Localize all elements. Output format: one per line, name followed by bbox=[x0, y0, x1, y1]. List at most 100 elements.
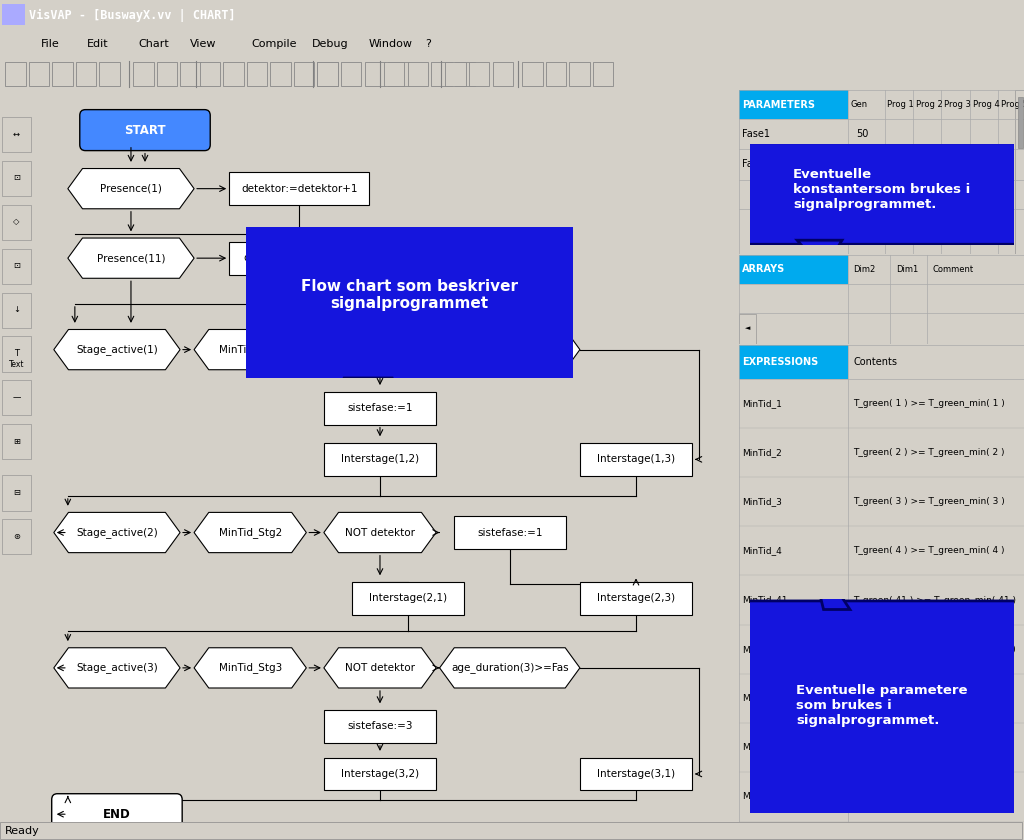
Text: Interstage(1,2): Interstage(1,2) bbox=[341, 454, 419, 465]
Text: View: View bbox=[189, 39, 216, 49]
Text: 5: 5 bbox=[856, 159, 862, 169]
FancyBboxPatch shape bbox=[580, 582, 692, 615]
Polygon shape bbox=[439, 329, 580, 370]
FancyBboxPatch shape bbox=[2, 337, 31, 371]
FancyBboxPatch shape bbox=[2, 381, 31, 416]
Text: Comment: Comment bbox=[933, 265, 974, 274]
FancyBboxPatch shape bbox=[324, 710, 436, 743]
Text: Presence(11): Presence(11) bbox=[96, 253, 165, 263]
FancyBboxPatch shape bbox=[2, 475, 31, 511]
Text: NOT detektor: NOT detektor bbox=[345, 528, 415, 538]
Text: Text: Text bbox=[8, 360, 25, 369]
Text: EXPRESSIONS: EXPRESSIONS bbox=[742, 357, 818, 367]
FancyBboxPatch shape bbox=[341, 62, 361, 86]
FancyBboxPatch shape bbox=[2, 117, 31, 152]
FancyBboxPatch shape bbox=[229, 242, 370, 275]
Text: T_green( 41 ) >= T_green_min( 41 ): T_green( 41 ) >= T_green_min( 41 ) bbox=[853, 596, 1016, 605]
FancyBboxPatch shape bbox=[294, 62, 314, 86]
Text: ⊡: ⊡ bbox=[13, 173, 19, 182]
Text: sistefase:=3: sistefase:=3 bbox=[347, 722, 413, 732]
Text: MinTid_Stg3: MinTid_Stg3 bbox=[742, 792, 797, 801]
Text: Prog 3: Prog 3 bbox=[944, 100, 971, 109]
Polygon shape bbox=[54, 329, 180, 370]
Polygon shape bbox=[324, 329, 436, 370]
Text: Contents: Contents bbox=[853, 357, 897, 367]
Text: VisVAP - [BuswayX.vv | CHART]: VisVAP - [BuswayX.vv | CHART] bbox=[29, 8, 236, 22]
FancyBboxPatch shape bbox=[739, 313, 757, 344]
Text: MinTid_42: MinTid_42 bbox=[742, 645, 787, 654]
FancyBboxPatch shape bbox=[133, 62, 154, 86]
FancyBboxPatch shape bbox=[1019, 97, 1023, 149]
FancyBboxPatch shape bbox=[29, 62, 49, 86]
FancyBboxPatch shape bbox=[229, 172, 370, 205]
Text: MinTid_Stg2: MinTid_Stg2 bbox=[742, 743, 797, 752]
Text: Stage_active(1): Stage_active(1) bbox=[76, 344, 158, 355]
Text: MinTid_41: MinTid_41 bbox=[742, 596, 787, 605]
Text: Prog 1: Prog 1 bbox=[888, 100, 914, 109]
Text: MinTid_1: MinTid_1 bbox=[742, 399, 782, 407]
Polygon shape bbox=[68, 169, 195, 209]
Text: MinTid_Stg2: MinTid_Stg2 bbox=[218, 527, 282, 538]
Text: Gen: Gen bbox=[850, 100, 867, 109]
Text: ?: ? bbox=[425, 39, 431, 49]
FancyBboxPatch shape bbox=[1016, 90, 1024, 254]
Text: Edit: Edit bbox=[87, 39, 109, 49]
Text: NOT detektor: NOT detektor bbox=[345, 344, 415, 354]
FancyBboxPatch shape bbox=[445, 62, 466, 86]
Text: Fase1: Fase1 bbox=[742, 129, 770, 139]
FancyBboxPatch shape bbox=[569, 62, 590, 86]
FancyBboxPatch shape bbox=[469, 62, 489, 86]
Text: ↓: ↓ bbox=[13, 305, 19, 314]
Text: T_green( 42 ) >= T_green_min( 42 ): T_green( 42 ) >= T_green_min( 42 ) bbox=[853, 645, 1016, 654]
FancyBboxPatch shape bbox=[51, 794, 182, 835]
Text: Prog 2: Prog 2 bbox=[915, 100, 942, 109]
FancyBboxPatch shape bbox=[739, 90, 848, 119]
FancyBboxPatch shape bbox=[365, 62, 385, 86]
Polygon shape bbox=[195, 512, 306, 553]
Text: Stage_active(3): Stage_active(3) bbox=[76, 663, 158, 674]
FancyBboxPatch shape bbox=[739, 255, 848, 284]
FancyBboxPatch shape bbox=[180, 62, 201, 86]
FancyBboxPatch shape bbox=[324, 443, 436, 475]
Text: Chart: Chart bbox=[138, 39, 169, 49]
Polygon shape bbox=[195, 648, 306, 688]
Text: T_green( 1 ) >= T_green_min( 1 ): T_green( 1 ) >= T_green_min( 1 ) bbox=[853, 399, 1005, 407]
Text: (MinTid_3) AND (MinTid_4): (MinTid_3) AND (MinTid_4) bbox=[853, 792, 973, 801]
FancyBboxPatch shape bbox=[0, 822, 1022, 839]
Text: Presence(1): Presence(1) bbox=[100, 184, 162, 194]
Text: START: START bbox=[124, 123, 166, 137]
Text: Prog 4: Prog 4 bbox=[973, 100, 999, 109]
Polygon shape bbox=[54, 648, 180, 688]
Text: ⊡: ⊡ bbox=[13, 261, 19, 270]
FancyBboxPatch shape bbox=[5, 62, 26, 86]
FancyBboxPatch shape bbox=[384, 62, 404, 86]
FancyBboxPatch shape bbox=[80, 110, 210, 150]
FancyBboxPatch shape bbox=[739, 345, 848, 379]
Text: (MinTid_41) AND (MinTid_42): (MinTid_41) AND (MinTid_42) bbox=[853, 743, 984, 752]
FancyBboxPatch shape bbox=[2, 160, 31, 196]
Text: ⊟: ⊟ bbox=[13, 488, 19, 496]
Polygon shape bbox=[439, 648, 580, 688]
FancyBboxPatch shape bbox=[580, 443, 692, 475]
FancyBboxPatch shape bbox=[200, 62, 220, 86]
Text: Eventuelle parametere
som brukes i
signalprogrammet.: Eventuelle parametere som brukes i signa… bbox=[796, 685, 968, 727]
Text: MinTid_3: MinTid_3 bbox=[742, 497, 782, 507]
FancyBboxPatch shape bbox=[739, 601, 1024, 822]
Text: ◄: ◄ bbox=[745, 326, 751, 332]
Text: Interstage(2,1): Interstage(2,1) bbox=[369, 593, 447, 603]
Text: MinTid_Stg1: MinTid_Stg1 bbox=[218, 344, 282, 355]
Text: —: — bbox=[12, 392, 20, 402]
Text: Interstage(3,1): Interstage(3,1) bbox=[597, 769, 675, 779]
Polygon shape bbox=[324, 512, 436, 553]
FancyBboxPatch shape bbox=[2, 205, 31, 240]
FancyBboxPatch shape bbox=[455, 62, 475, 86]
Text: sistefase:=1: sistefase:=1 bbox=[477, 528, 543, 538]
FancyBboxPatch shape bbox=[99, 62, 120, 86]
FancyBboxPatch shape bbox=[324, 758, 436, 790]
Text: ARRAYS: ARRAYS bbox=[742, 265, 785, 275]
FancyBboxPatch shape bbox=[352, 582, 464, 615]
Text: Interstage(2,3): Interstage(2,3) bbox=[597, 593, 675, 603]
FancyBboxPatch shape bbox=[317, 62, 338, 86]
FancyBboxPatch shape bbox=[247, 62, 267, 86]
FancyBboxPatch shape bbox=[157, 62, 177, 86]
